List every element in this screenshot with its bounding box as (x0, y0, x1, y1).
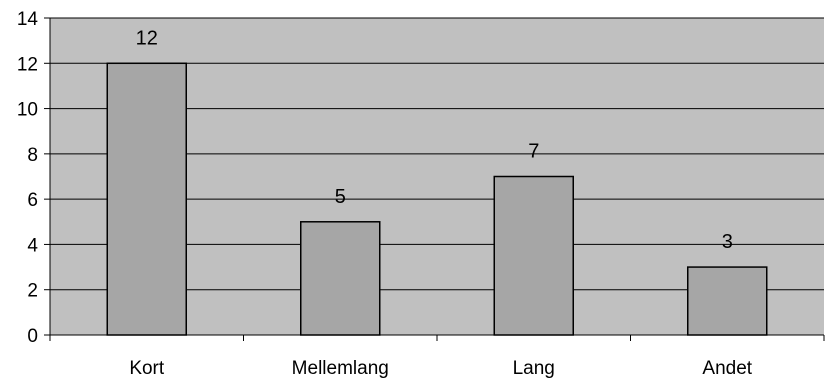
x-tick-label: Lang (513, 358, 555, 379)
y-tick-label: 0 (27, 326, 38, 347)
data-label: 3 (722, 231, 733, 253)
x-tick-label: Mellemlang (292, 358, 389, 379)
y-tick-label: 2 (27, 281, 38, 302)
data-label: 5 (335, 186, 346, 208)
x-tick-label: Kort (129, 358, 165, 379)
bar-kort (106, 62, 187, 336)
y-tick-label: 8 (27, 145, 38, 166)
data-labels: 12 5 7 3 (136, 27, 733, 253)
y-tick-label: 6 (27, 190, 38, 211)
data-label: 7 (528, 141, 539, 163)
bar-mellemlang (300, 221, 381, 336)
x-tick-labels: Kort Mellemlang Lang Andet (129, 358, 752, 379)
bar-lang (493, 175, 574, 336)
axes (44, 17, 825, 341)
y-tick-labels: 0 2 4 6 8 10 12 14 (17, 9, 39, 347)
y-tick-label: 4 (27, 235, 38, 256)
y-tick-label: 12 (17, 54, 38, 75)
bar-andet (687, 266, 768, 336)
x-tick-label: Andet (702, 358, 752, 379)
y-tick-label: 14 (17, 9, 39, 30)
y-tick-label: 10 (17, 100, 38, 121)
data-label: 12 (136, 27, 158, 49)
